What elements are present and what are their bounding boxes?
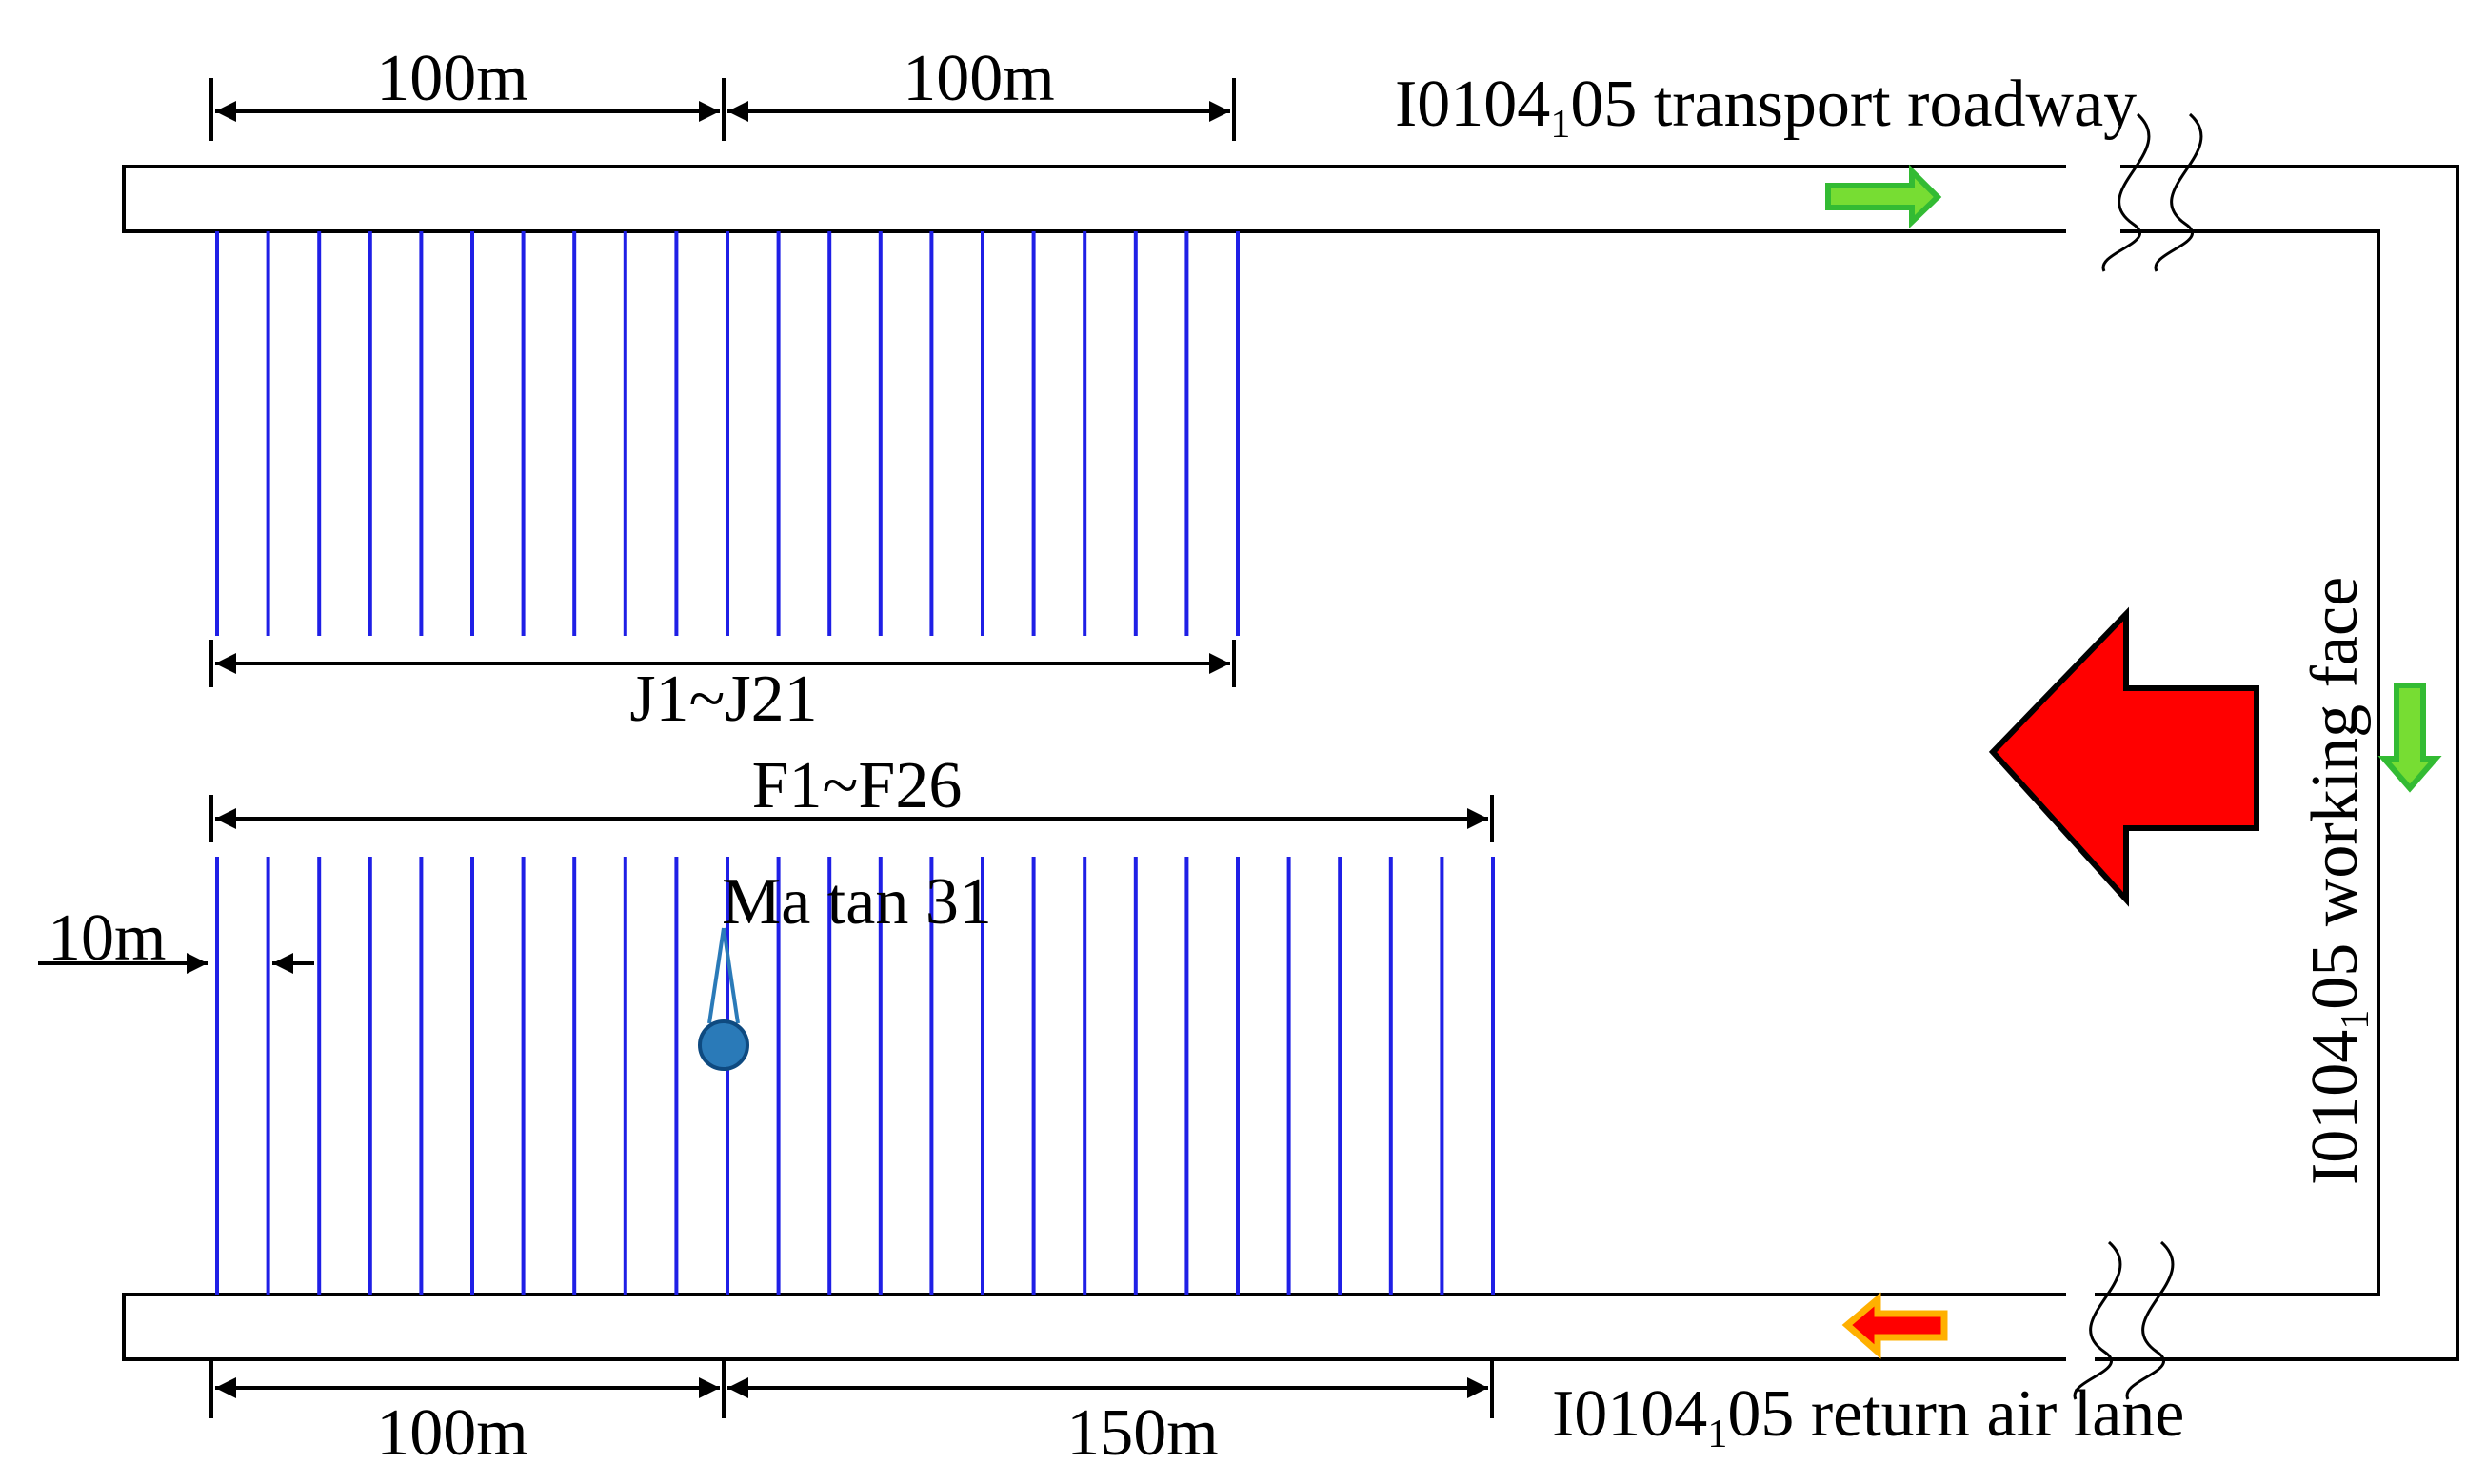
boreholes-j [215, 231, 1240, 636]
working-face-label-prefix: I0104 [2298, 1030, 2372, 1185]
transport-label-prefix: I0104 [1395, 68, 1550, 141]
intake-airflow-arrow [1825, 164, 1942, 229]
transport-roadway [122, 165, 2459, 1361]
dimension-f-range [209, 795, 1494, 842]
return-air-lane-label: I0104105 return air lane [1552, 1377, 2184, 1456]
working-face-label: I0104105 working face [2298, 577, 2377, 1185]
working-face-airflow-arrow [2377, 683, 2442, 793]
return-label-suffix: 05 return air lane [1727, 1377, 2184, 1451]
return-air-lane [122, 1293, 2066, 1361]
advance-direction-arrow [1988, 606, 2259, 907]
j-range-label: J1~J21 [629, 663, 817, 736]
working-face-label-subscript: 1 [2334, 1010, 2377, 1030]
transport-label-subscript: 1 [1550, 103, 1570, 147]
well-label: Ma tan 31 [722, 865, 992, 939]
well-ma-tan-31 [698, 927, 749, 1071]
working-face-label-suffix: 05 working face [2298, 577, 2372, 1010]
f-range-label: F1~F26 [752, 749, 963, 822]
top-left-dimension: 100m [376, 42, 527, 115]
bottom-left-dimension: 100m [376, 1396, 527, 1470]
transport-roadway-label: I0104105 transport roadway [1395, 68, 2137, 147]
return-label-prefix: I0104 [1552, 1377, 1707, 1451]
spacing-label: 10m [48, 901, 166, 975]
return-airflow-arrow [1841, 1292, 1948, 1359]
transport-label-suffix: 05 transport roadway [1570, 68, 2137, 141]
break-mark-bottom [2073, 1240, 2175, 1400]
return-label-subscript: 1 [1707, 1413, 1727, 1456]
top-right-dimension: 100m [903, 42, 1054, 115]
break-mark-top [2101, 112, 2203, 272]
dimension-j-range [209, 640, 1236, 687]
boreholes-f [215, 857, 1495, 1295]
bottom-right-dimension: 150m [1066, 1396, 1218, 1470]
dimension-top [209, 78, 1236, 141]
dimension-bottom [209, 1359, 1494, 1418]
